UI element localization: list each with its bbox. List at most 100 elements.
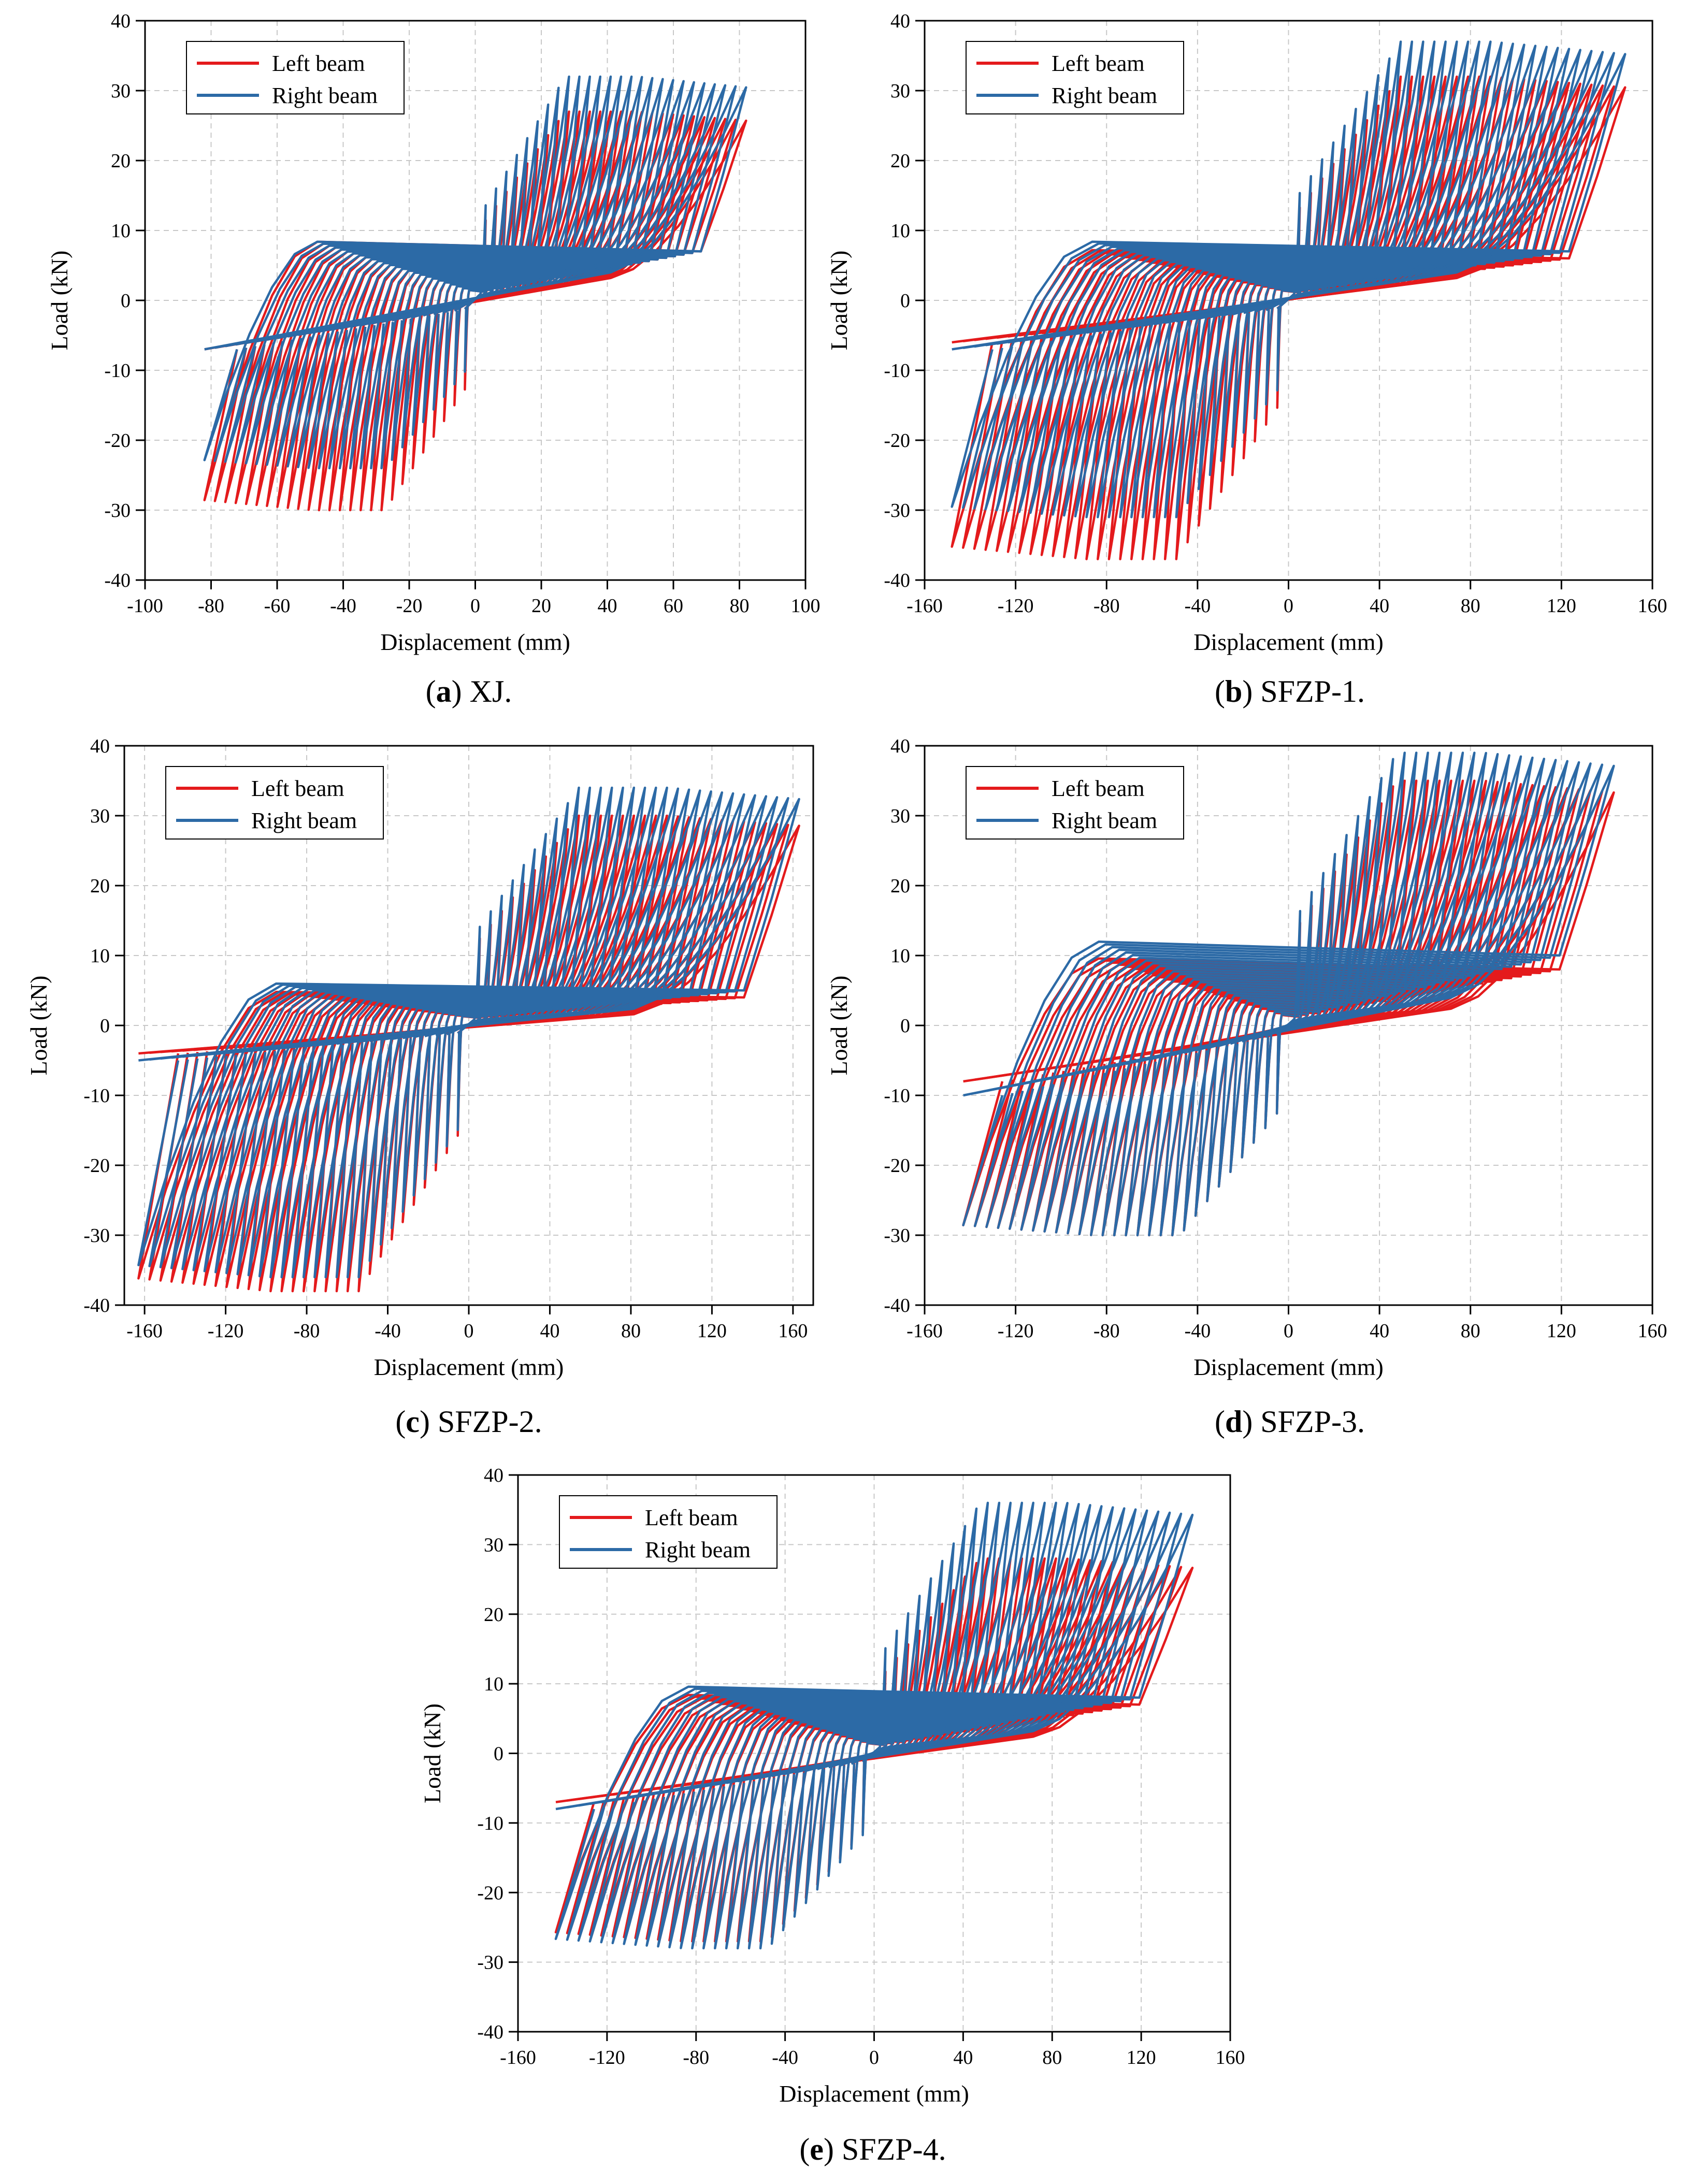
hysteresis-loop (962, 764, 1615, 1226)
series-right-beam (137, 786, 800, 1279)
caption-text: XJ. (470, 674, 512, 708)
y-tick-label: -30 (884, 1225, 910, 1247)
caption-text: SFZP-3. (1260, 1405, 1365, 1439)
y-tick-label: -20 (477, 1882, 503, 1904)
y-tick-label: 20 (890, 150, 910, 172)
x-tick-label: 120 (1547, 595, 1576, 617)
x-axis-label: Displacement (mm) (374, 1354, 564, 1380)
legend-box (186, 41, 405, 114)
legend-label: Left beam (1052, 51, 1145, 76)
x-tick-label: 0 (470, 595, 480, 617)
caption-letter: d (1225, 1405, 1242, 1439)
x-tick-label: -120 (998, 1320, 1034, 1342)
caption-paren-open: ( (426, 674, 436, 708)
y-tick-label: 20 (484, 1604, 503, 1626)
y-tick-label: -40 (83, 1295, 110, 1317)
y-tick-label: 40 (890, 10, 910, 32)
x-tick-label: 80 (1461, 1320, 1480, 1342)
y-tick-label: 40 (484, 1465, 503, 1486)
y-tick-label: 0 (900, 290, 910, 312)
y-tick-label: 30 (111, 80, 131, 102)
y-tick-label: 20 (890, 875, 910, 897)
x-tick-label: 120 (697, 1320, 727, 1342)
x-tick-label: -60 (264, 595, 291, 617)
x-tick-label: 160 (1638, 595, 1667, 617)
caption-paren-open: ( (395, 1405, 406, 1439)
legend-box (165, 766, 384, 840)
x-tick-label: -40 (772, 2047, 798, 2069)
x-tick-label: -80 (1093, 595, 1120, 617)
caption-letter: b (1225, 674, 1242, 708)
y-tick-label: 30 (890, 805, 910, 827)
panel-caption: (b) SFZP-1. (1215, 674, 1365, 708)
x-tick-label: 80 (621, 1320, 641, 1342)
x-tick-label: -80 (294, 1320, 320, 1342)
x-tick-label: 40 (1370, 595, 1389, 617)
chart-panel-a: -100 -80 -60 -40 -20 0 20 40 60 80 100-40-30-20-10… (46, 10, 821, 708)
hysteresis-loop (951, 53, 1627, 508)
y-tick-label: 30 (890, 80, 910, 102)
x-tick-label: -20 (396, 595, 423, 617)
x-axis-label: Displacement (mm) (1193, 1354, 1384, 1380)
legend-label: Left beam (251, 776, 344, 801)
y-tick-label: 0 (494, 1743, 503, 1765)
caption-letter: c (406, 1405, 420, 1439)
legend-label: Left beam (272, 51, 365, 76)
caption-text: SFZP-2. (438, 1405, 542, 1439)
x-tick-label: -40 (375, 1320, 401, 1342)
x-tick-label: 80 (730, 595, 750, 617)
x-tick-label: 100 (791, 595, 821, 617)
x-axis-label: Displacement (mm) (779, 2080, 969, 2107)
y-axis-label: Load (kN) (419, 1703, 445, 1803)
y-axis-label: Load (kN) (46, 251, 73, 351)
x-tick-label: 0 (1284, 595, 1293, 617)
panel-caption: (c) SFZP-2. (395, 1405, 542, 1439)
x-tick-label: -120 (998, 595, 1034, 617)
y-tick-label: -10 (83, 1085, 110, 1107)
y-axis-label: Load (kN) (826, 976, 852, 1076)
caption-paren-close: ) (1242, 674, 1260, 708)
y-tick-label: 40 (111, 10, 131, 32)
x-tick-label: -40 (1185, 1320, 1211, 1342)
y-tick-label: -20 (83, 1155, 110, 1177)
hysteresis-loop (137, 798, 800, 1266)
y-tick-label: 0 (121, 290, 131, 312)
hysteresis-loop (554, 1513, 1194, 1940)
caption-paren-open: ( (1215, 674, 1225, 708)
plot-area (951, 40, 1627, 560)
x-tick-label: 40 (953, 2047, 973, 2069)
x-tick-label: 160 (1638, 1320, 1667, 1342)
x-tick-label: -160 (500, 2047, 536, 2069)
legend-label: Right beam (645, 1537, 751, 1563)
y-tick-label: 20 (111, 150, 131, 172)
x-tick-label: -160 (906, 595, 943, 617)
caption-text: SFZP-1. (1260, 674, 1365, 708)
x-tick-label: -100 (127, 595, 163, 617)
x-tick-label: 40 (598, 595, 617, 617)
y-tick-label: -20 (104, 430, 131, 452)
legend-label: Left beam (1052, 776, 1145, 801)
x-tick-label: 40 (540, 1320, 559, 1342)
x-tick-label: -40 (330, 595, 356, 617)
y-tick-label: -10 (884, 360, 910, 382)
y-tick-label: -20 (884, 1155, 910, 1177)
y-tick-label: 40 (90, 735, 110, 757)
plot-area (137, 786, 800, 1293)
caption-letter: e (810, 2132, 824, 2166)
caption-paren-close: ) (1242, 1405, 1260, 1439)
legend-label: Left beam (645, 1505, 738, 1530)
legend-box (966, 766, 1184, 840)
legend-label: Right beam (1052, 808, 1157, 833)
caption-paren-close: ) (824, 2132, 842, 2166)
chart-panel-e: -160 -120 -80 -40 0 40 80 120 160 -40 -30 -20 -10 0 10… (419, 1465, 1245, 2166)
hysteresis-loop (203, 86, 747, 461)
chart-panel-c: -160 -120 -80 -40 0 40 80 120 160 -40 -30 -20 -10 0 10… (25, 735, 814, 1439)
y-tick-label: 10 (90, 945, 110, 967)
y-tick-label: 10 (890, 220, 910, 242)
y-tick-label: -30 (477, 1952, 503, 1974)
y-tick-label: -40 (884, 1295, 910, 1317)
caption-paren-open: ( (1215, 1405, 1225, 1439)
caption-letter: a (436, 674, 452, 708)
x-tick-label: -120 (589, 2047, 625, 2069)
